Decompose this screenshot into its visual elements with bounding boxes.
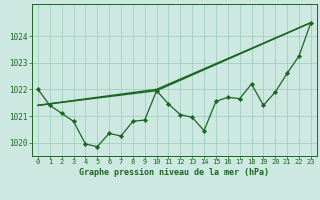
X-axis label: Graphe pression niveau de la mer (hPa): Graphe pression niveau de la mer (hPa) (79, 168, 269, 177)
